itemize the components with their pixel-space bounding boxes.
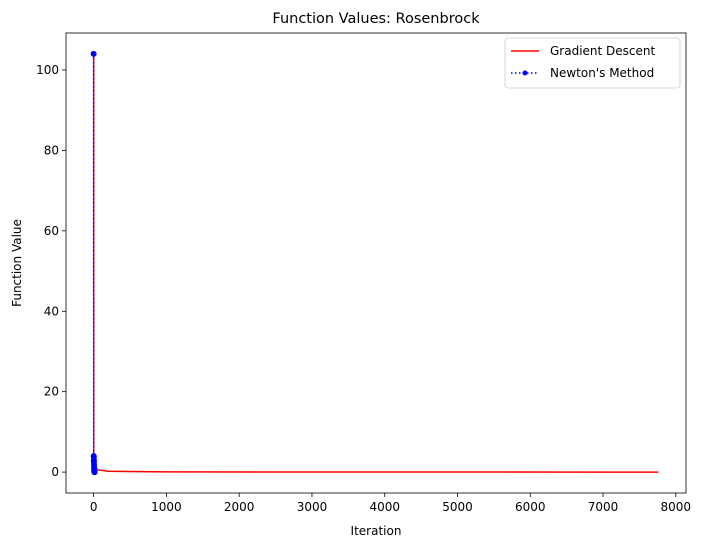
plot-area (90, 50, 659, 476)
legend-marker (522, 70, 528, 76)
data-point (91, 469, 98, 476)
y-tick-label: 100 (36, 63, 59, 77)
x-tick-label: 7000 (588, 500, 619, 514)
legend-box (504, 37, 681, 89)
data-point (90, 50, 97, 57)
x-tick-label: 8000 (661, 500, 692, 514)
x-tick-label: 1000 (151, 500, 182, 514)
x-tick-label: 5000 (442, 500, 473, 514)
x-tick-label: 3000 (297, 500, 328, 514)
y-tick-label: 20 (44, 385, 59, 399)
y-tick-label: 40 (44, 304, 59, 318)
x-tick-label: 2000 (224, 500, 255, 514)
legend-label-2: Newton's Method (550, 66, 654, 80)
legend: Gradient Descent Newton's Method (504, 37, 681, 89)
x-tick-label: 6000 (515, 500, 546, 514)
x-tick-label: 0 (90, 500, 98, 514)
x-axis-label: Iteration (351, 524, 402, 538)
x-tick-label: 4000 (369, 500, 400, 514)
y-tick-label: 80 (44, 143, 59, 157)
chart-title: Function Values: Rosenbrock (272, 11, 480, 27)
axes: 0 1000 2000 3000 4000 5000 6000 7000 8000 0 20 40 60… (36, 32, 692, 514)
legend-label-1: Gradient Descent (550, 44, 656, 58)
plot-frame (65, 32, 687, 494)
y-axis-label: Function Value (10, 219, 24, 307)
y-tick-label: 0 (51, 465, 59, 479)
series-line-1 (92, 53, 659, 473)
y-tick-label: 60 (44, 224, 59, 238)
